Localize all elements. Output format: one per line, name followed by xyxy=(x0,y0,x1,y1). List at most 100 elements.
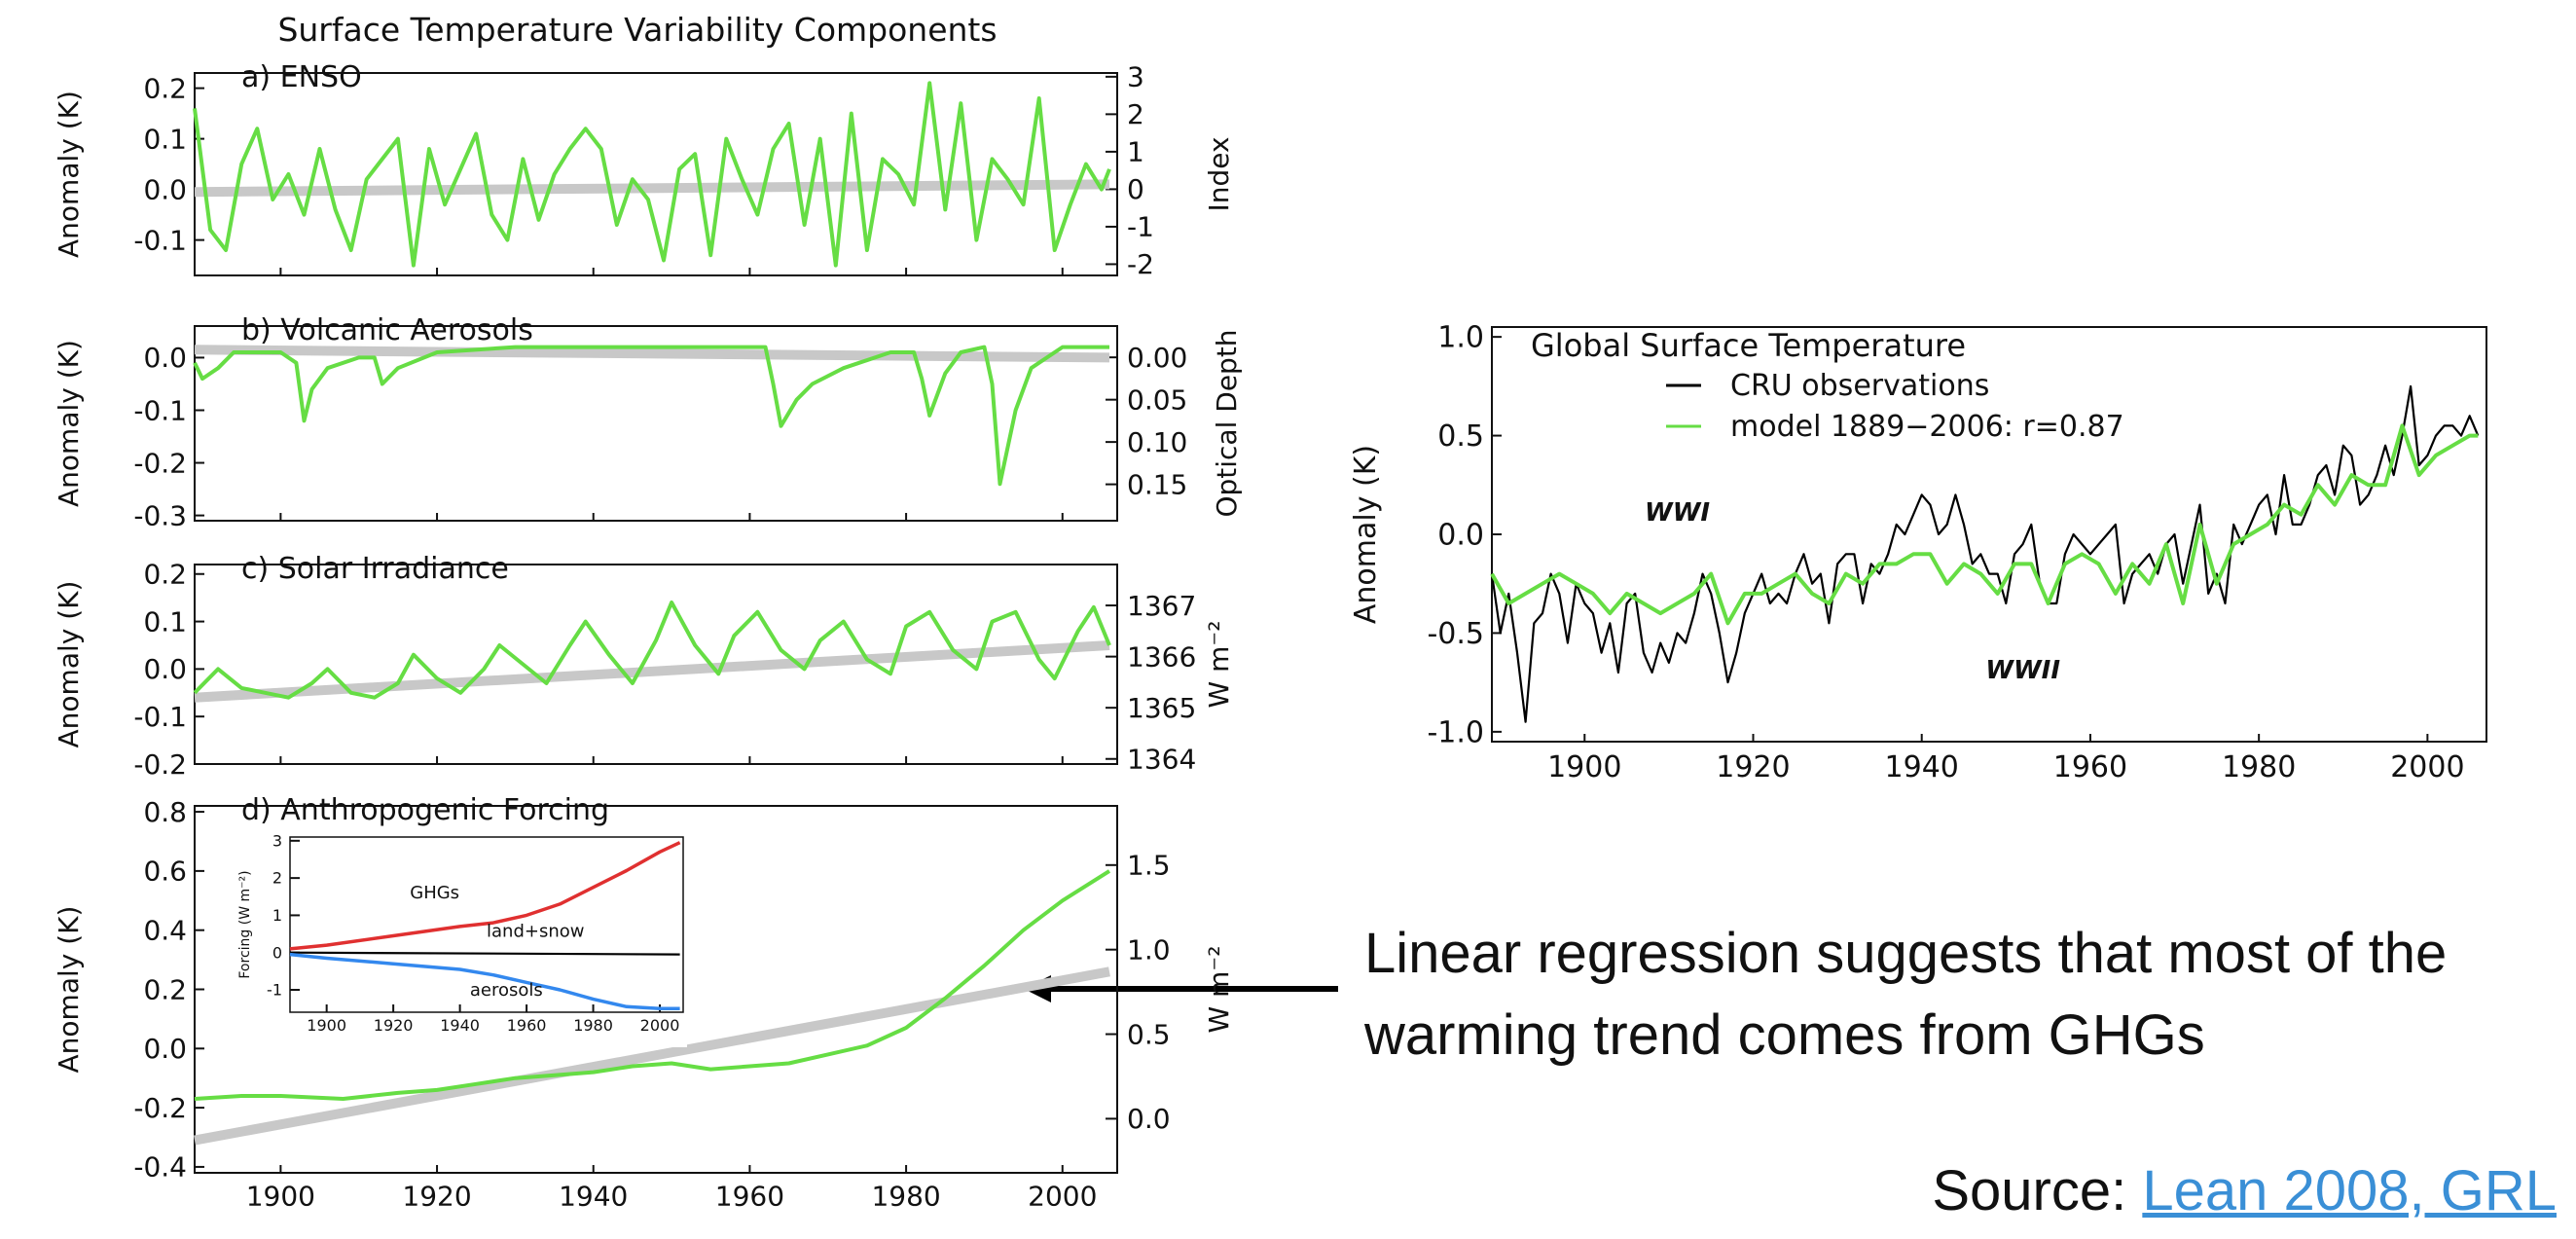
solar-y2tick-label: 1366 xyxy=(1127,640,1196,673)
anthro-y2tick-label: 0.5 xyxy=(1127,1018,1171,1050)
source-citation: Source: Lean 2008, GRL xyxy=(1932,1158,2557,1223)
enso-title: a) ENSO xyxy=(241,60,362,94)
volcanic-ytick-label: 0.0 xyxy=(143,342,187,374)
inset-xtick-label: 1980 xyxy=(573,1016,613,1035)
global-ylabel: Anomaly (K) xyxy=(1349,445,1383,624)
inset-series-land xyxy=(289,951,680,956)
anthro-series-model xyxy=(194,869,1111,1101)
solar-series-model xyxy=(193,601,1111,700)
enso-ytick-label: 0.2 xyxy=(143,72,187,104)
inset-label-land: land+snow xyxy=(487,922,584,942)
solar-title: c) Solar Irradiance xyxy=(241,552,509,586)
anthro-xtick-label: 1980 xyxy=(871,1181,940,1213)
global-annotation: WWII xyxy=(1985,656,2060,685)
inset-plot-frame xyxy=(289,836,684,1013)
solar-y2tick-label: 1365 xyxy=(1127,692,1196,724)
anthro-xtick-label: 2000 xyxy=(1028,1181,1097,1213)
volcanic-ytick-label: -0.1 xyxy=(133,394,187,426)
solar-ylabel: Anomaly (K) xyxy=(53,581,85,748)
source-label: Source: xyxy=(1932,1159,2127,1222)
anthro-ytick-label: 0.2 xyxy=(143,973,187,1005)
anthro-y2tick-label: 1.5 xyxy=(1127,850,1171,882)
global-ytick-label: -0.5 xyxy=(1427,617,1484,651)
inset-ytick-label: -1 xyxy=(267,981,282,1000)
anthro-ytick-label: 0.0 xyxy=(143,1033,187,1065)
global-xtick-label: 1940 xyxy=(1885,750,1959,784)
inset-series-aerosol xyxy=(289,952,680,1010)
enso-y2tick-label: 3 xyxy=(1127,61,1144,93)
enso-ylabel: Anomaly (K) xyxy=(53,91,85,258)
inset-label-aerosol: aerosols xyxy=(470,980,543,1001)
global-ytick-label: -1.0 xyxy=(1427,715,1484,749)
anthro-ytick-label: 0.8 xyxy=(143,796,187,828)
figure-title: Surface Temperature Variability Componen… xyxy=(277,11,997,49)
anthro-y2tick-label: 1.0 xyxy=(1127,933,1171,966)
enso-ytick-label: 0.0 xyxy=(143,173,187,205)
inset-ytick-label: 1 xyxy=(272,906,282,925)
volcanic-y2tick-label: 0.10 xyxy=(1127,426,1187,458)
solar-y2label: W m⁻² xyxy=(1203,621,1235,709)
enso-y2tick-label: 1 xyxy=(1127,136,1144,168)
anthro-ylabel: Anomaly (K) xyxy=(53,906,85,1074)
solar-plot-frame xyxy=(194,564,1118,765)
global-ytick-label: 1.0 xyxy=(1437,321,1484,355)
enso-plot-frame xyxy=(194,72,1118,276)
solar-y2tick-label: 1364 xyxy=(1127,744,1196,776)
volcanic-y2tick-label: 0.15 xyxy=(1127,468,1187,500)
anthro-y2label: W m⁻² xyxy=(1203,946,1235,1034)
enso-ytick-label: -0.1 xyxy=(133,224,187,256)
inset-label-ghg: GHGs xyxy=(410,883,459,903)
solar-ytick-label: 0.1 xyxy=(143,605,187,638)
volcanic-title: b) Volcanic Aerosols xyxy=(241,313,533,347)
solar-ytick-label: 0.2 xyxy=(143,559,187,591)
enso-y2label: Index xyxy=(1203,136,1235,211)
volcanic-y2tick-label: 0.00 xyxy=(1127,342,1187,374)
global-annotation: WWI xyxy=(1645,498,1710,528)
enso-y2tick-label: -2 xyxy=(1127,248,1154,280)
enso-y2tick-label: -1 xyxy=(1127,211,1154,243)
enso-ytick-label: 0.1 xyxy=(143,123,187,155)
inset-xtick-label: 2000 xyxy=(640,1016,680,1035)
solar-y2tick-label: 1367 xyxy=(1127,590,1196,622)
global-xtick-label: 1900 xyxy=(1547,750,1621,784)
solar-ytick-label: -0.2 xyxy=(133,748,187,781)
volcanic-y2tick-label: 0.05 xyxy=(1127,383,1187,416)
enso-series-model xyxy=(193,81,1111,268)
anthro-ytick-label: -0.2 xyxy=(133,1092,187,1124)
inset-ytick-label: 0 xyxy=(272,943,282,962)
anthro-xtick-label: 1940 xyxy=(559,1181,628,1213)
global-ytick-label: 0.0 xyxy=(1437,519,1484,553)
inset-ytick-label: 2 xyxy=(272,869,282,888)
enso-series-trend xyxy=(194,179,1110,198)
volcanic-y2label: Optical Depth xyxy=(1211,329,1243,517)
global-series-model xyxy=(1490,423,2479,626)
inset-ylabel: Forcing (W m⁻²) xyxy=(237,870,253,978)
solar-ytick-label: -0.1 xyxy=(133,701,187,733)
global-legend-label-model: model 1889−2006: r=0.87 xyxy=(1730,410,2124,444)
regression-note: Linear regression suggests that most of … xyxy=(1364,922,2448,1067)
inset-ytick-label: 3 xyxy=(272,831,282,850)
anthro-y2tick-label: 0.0 xyxy=(1127,1103,1171,1135)
anthro-xtick-label: 1960 xyxy=(715,1181,784,1213)
enso-y2tick-label: 0 xyxy=(1127,173,1144,205)
anthro-xtick-label: 1920 xyxy=(402,1181,471,1213)
enso-y2tick-label: 2 xyxy=(1127,98,1144,130)
inset-xtick-label: 1960 xyxy=(507,1016,547,1035)
anthro-ytick-label: 0.6 xyxy=(143,856,187,888)
anthro-series-trend xyxy=(194,966,1110,1146)
anthro-ytick-label: 0.4 xyxy=(143,914,187,946)
inset-xtick-label: 1900 xyxy=(307,1016,346,1035)
inset-xtick-label: 1940 xyxy=(440,1016,480,1035)
volcanic-plot-frame xyxy=(194,325,1118,522)
anthro-xtick-label: 1900 xyxy=(246,1181,315,1213)
solar-ytick-label: 0.0 xyxy=(143,653,187,685)
global-title: Global Surface Temperature xyxy=(1531,327,1966,364)
inset-xtick-label: 1920 xyxy=(374,1016,414,1035)
global-xtick-label: 1960 xyxy=(2053,750,2127,784)
global-xtick-label: 1980 xyxy=(2222,750,2296,784)
global-ytick-label: 0.5 xyxy=(1437,419,1484,454)
source-link[interactable]: Lean 2008, GRL xyxy=(2142,1159,2557,1222)
volcanic-series-model xyxy=(193,345,1109,487)
